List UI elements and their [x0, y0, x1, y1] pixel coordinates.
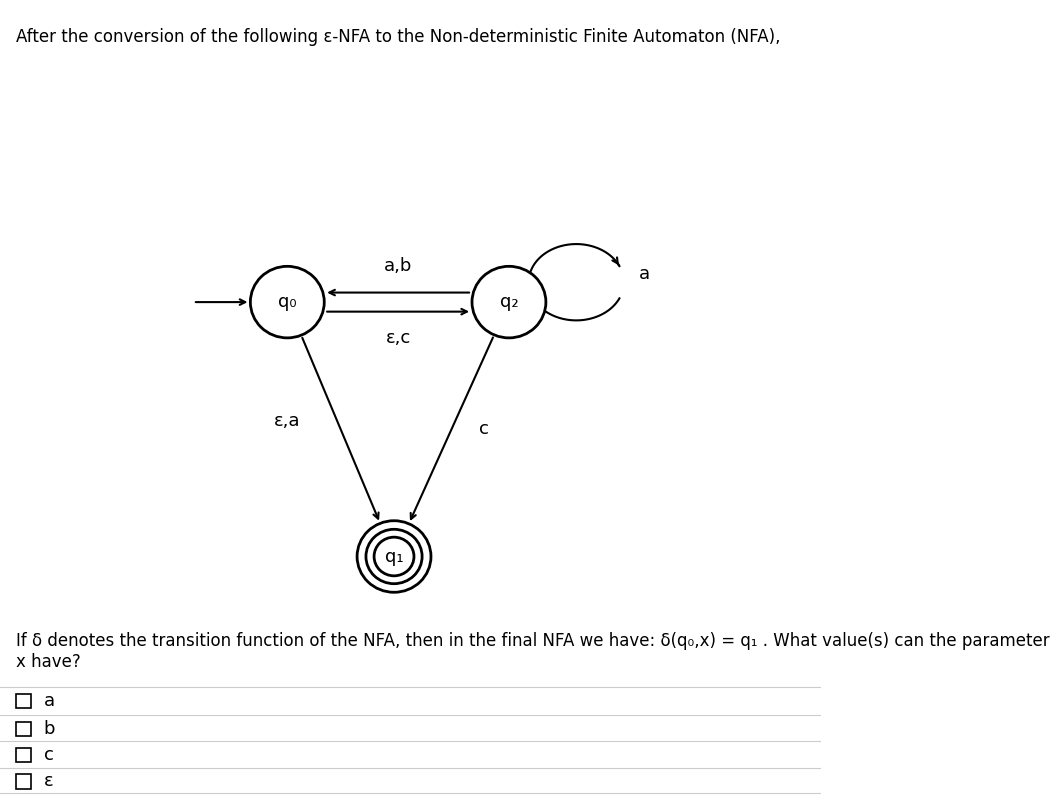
Text: q₂: q₂ — [500, 293, 519, 311]
Circle shape — [251, 266, 325, 338]
Text: ε,a: ε,a — [274, 413, 300, 430]
Text: If δ denotes the transition function of the NFA, then in the final NFA we have: : If δ denotes the transition function of … — [17, 632, 1050, 671]
FancyBboxPatch shape — [17, 748, 32, 762]
Text: ε,c: ε,c — [386, 329, 411, 347]
Text: b: b — [43, 720, 55, 738]
Circle shape — [357, 521, 431, 592]
Text: After the conversion of the following ε-NFA to the Non-deterministic Finite Auto: After the conversion of the following ε-… — [17, 28, 781, 46]
Text: a,b: a,b — [384, 258, 412, 275]
Text: a: a — [43, 692, 55, 710]
FancyBboxPatch shape — [17, 774, 32, 789]
FancyBboxPatch shape — [17, 694, 32, 708]
Text: a: a — [639, 266, 649, 283]
Text: q₀: q₀ — [278, 293, 296, 311]
Text: c: c — [480, 421, 489, 438]
Text: c: c — [43, 747, 54, 764]
Text: q₁: q₁ — [385, 548, 404, 565]
Circle shape — [472, 266, 546, 338]
Text: ε: ε — [43, 773, 53, 790]
FancyBboxPatch shape — [17, 722, 32, 736]
